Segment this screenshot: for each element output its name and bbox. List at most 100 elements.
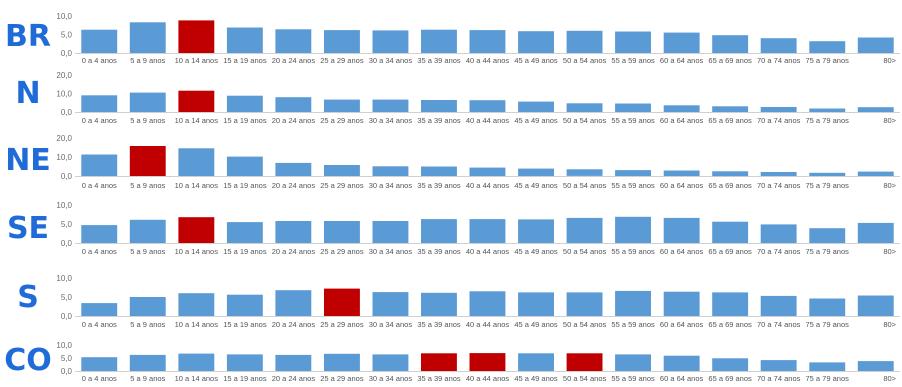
bar-br-13 — [712, 35, 749, 53]
bar-s-4 — [275, 290, 312, 316]
bar-br-5 — [324, 30, 360, 53]
bar-se-15 — [809, 228, 846, 243]
bar-s-15 — [809, 298, 846, 316]
x-tick-label: 50 a 54 anos — [563, 56, 607, 65]
bar-se-2 — [178, 217, 215, 243]
bar-n-0 — [81, 95, 118, 112]
bar-s-14 — [760, 295, 797, 316]
y-tick-label: 10,0 — [56, 90, 72, 99]
bar-s-2 — [178, 293, 215, 316]
bar-se-8 — [469, 219, 506, 243]
x-tick-label: 10 a 14 anos — [175, 320, 219, 329]
bar-se-7 — [421, 219, 457, 243]
x-tick-label: 40 a 44 anos — [466, 181, 510, 190]
bar-s-10 — [566, 292, 603, 316]
x-tick-label: 5 a 9 anos — [130, 116, 165, 125]
bar-s-16 — [857, 295, 894, 316]
x-tick-label: 15 a 19 anos — [223, 374, 267, 383]
bar-s-13 — [712, 292, 749, 316]
bar-co-4 — [275, 354, 312, 371]
x-tick-label: 5 a 9 anos — [130, 247, 165, 256]
bar-br-15 — [809, 41, 846, 53]
bar-s-5 — [324, 288, 360, 316]
y-tick-label: 10,0 — [56, 153, 72, 162]
x-tick-label: 0 a 4 anos — [82, 181, 117, 190]
x-tick-label: 20 a 24 anos — [272, 56, 316, 65]
x-tick-label: 25 a 29 anos — [320, 374, 364, 383]
x-tick-label: 75 a 79 anos — [806, 56, 850, 65]
x-tick-label: 70 a 74 anos — [757, 320, 801, 329]
bar-br-11 — [615, 31, 651, 53]
x-tick-label: 40 a 44 anos — [466, 320, 510, 329]
x-tick-label: 70 a 74 anos — [757, 181, 801, 190]
x-tick-label: 75 a 79 anos — [806, 374, 850, 383]
x-tick-label: 80> — [883, 56, 896, 65]
x-tick-label: 20 a 24 anos — [272, 320, 316, 329]
bar-se-4 — [275, 221, 312, 243]
bar-co-5 — [324, 353, 360, 371]
x-tick-label: 40 a 44 anos — [466, 116, 510, 125]
x-tick-label: 25 a 29 anos — [320, 181, 364, 190]
y-tick-label: 5,0 — [61, 354, 73, 363]
bar-s-11 — [615, 290, 651, 316]
bar-ne-11 — [615, 170, 651, 176]
x-tick-label: 10 a 14 anos — [175, 116, 219, 125]
x-tick-label: 35 a 39 anos — [417, 374, 461, 383]
bar-br-4 — [275, 29, 312, 53]
y-tick-label: 10,0 — [56, 341, 72, 350]
x-tick-label: 75 a 79 anos — [806, 116, 850, 125]
x-tick-label: 60 a 64 anos — [660, 116, 704, 125]
x-tick-label: 80> — [883, 320, 896, 329]
x-tick-label: 45 a 49 anos — [514, 374, 558, 383]
bar-co-11 — [615, 354, 651, 371]
y-tick-label: 0,0 — [61, 239, 73, 248]
bar-co-8 — [469, 353, 506, 371]
bar-n-2 — [178, 90, 215, 112]
bar-n-16 — [857, 107, 894, 112]
y-tick-label: 20,0 — [56, 71, 72, 80]
x-tick-label: 55 a 59 anos — [611, 181, 655, 190]
x-tick-label: 45 a 49 anos — [514, 116, 558, 125]
x-tick-label: 25 a 29 anos — [320, 247, 364, 256]
bar-ne-14 — [760, 172, 797, 176]
bar-br-16 — [857, 37, 894, 53]
x-tick-label: 20 a 24 anos — [272, 181, 316, 190]
bar-se-5 — [324, 221, 360, 243]
bar-s-8 — [469, 291, 506, 316]
x-tick-label: 10 a 14 anos — [175, 247, 219, 256]
x-tick-label: 30 a 34 anos — [369, 247, 413, 256]
x-tick-label: 20 a 24 anos — [272, 374, 316, 383]
x-tick-label: 70 a 74 anos — [757, 374, 801, 383]
x-tick-label: 55 a 59 anos — [611, 247, 655, 256]
bar-n-4 — [275, 97, 312, 112]
x-tick-label: 65 a 69 anos — [708, 56, 752, 65]
bar-ne-15 — [809, 172, 846, 176]
x-tick-label: 55 a 59 anos — [611, 374, 655, 383]
region-label-se: SE — [7, 211, 49, 246]
bar-co-7 — [421, 353, 457, 371]
y-tick-label: 0,0 — [61, 367, 73, 376]
x-tick-label: 75 a 79 anos — [806, 320, 850, 329]
x-tick-label: 50 a 54 anos — [563, 116, 607, 125]
x-tick-label: 5 a 9 anos — [130, 181, 165, 190]
bar-ne-13 — [712, 171, 749, 177]
x-tick-label: 45 a 49 anos — [514, 56, 558, 65]
x-tick-label: 15 a 19 anos — [223, 56, 267, 65]
bar-co-16 — [857, 361, 894, 371]
bar-br-2 — [178, 20, 215, 53]
x-tick-label: 50 a 54 anos — [563, 320, 607, 329]
bar-n-12 — [663, 105, 700, 112]
bar-s-0 — [81, 303, 118, 316]
bar-s-7 — [421, 292, 457, 316]
bar-s-12 — [663, 291, 700, 316]
bar-co-2 — [178, 353, 215, 371]
y-tick-label: 20,0 — [56, 134, 72, 143]
bar-co-9 — [518, 353, 554, 371]
bar-se-12 — [663, 217, 700, 243]
region-label-br: BR — [5, 19, 51, 54]
bar-ne-4 — [275, 162, 312, 176]
bar-ne-6 — [372, 166, 409, 176]
bar-co-10 — [566, 353, 603, 371]
x-tick-label: 25 a 29 anos — [320, 56, 364, 65]
x-tick-label: 60 a 64 anos — [660, 181, 704, 190]
